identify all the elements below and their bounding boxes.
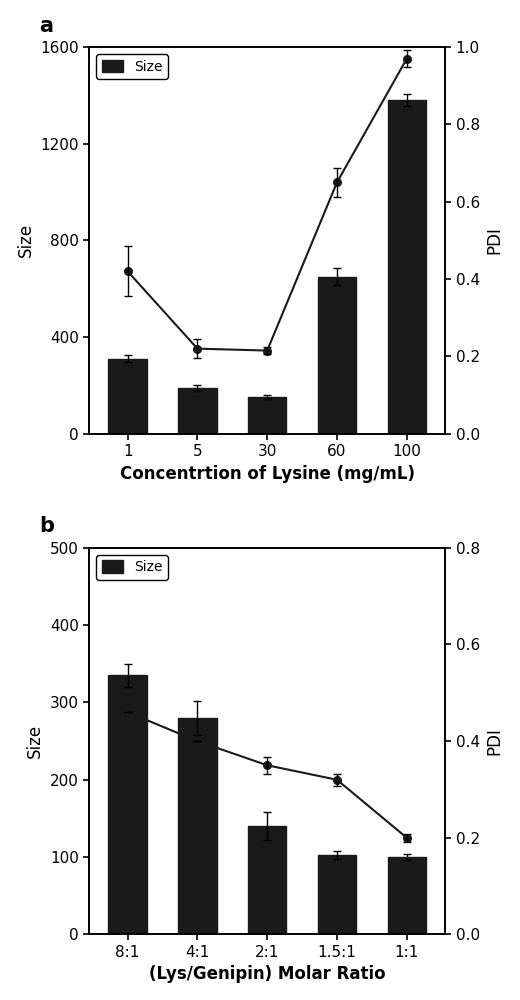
Bar	[248, 397, 287, 434]
Bar	[387, 100, 426, 434]
Bar	[178, 388, 217, 434]
X-axis label: (Lys/Genipin) Molar Ratio: (Lys/Genipin) Molar Ratio	[149, 965, 385, 983]
Legend: Size: Size	[96, 555, 168, 580]
Y-axis label: PDI: PDI	[485, 727, 503, 755]
X-axis label: Concentrtion of Lysine (mg/mL): Concentrtion of Lysine (mg/mL)	[120, 465, 414, 483]
Bar	[248, 826, 287, 934]
Y-axis label: Size: Size	[27, 724, 44, 758]
Text: a: a	[40, 16, 54, 36]
Bar	[109, 675, 147, 934]
Legend: Size: Size	[96, 54, 168, 79]
Y-axis label: PDI: PDI	[485, 226, 503, 254]
Text: b: b	[40, 516, 55, 536]
Bar	[318, 277, 356, 434]
Bar	[387, 857, 426, 934]
Y-axis label: Size: Size	[17, 223, 35, 257]
Bar	[178, 718, 217, 934]
Bar	[109, 359, 147, 434]
Bar	[318, 855, 356, 934]
